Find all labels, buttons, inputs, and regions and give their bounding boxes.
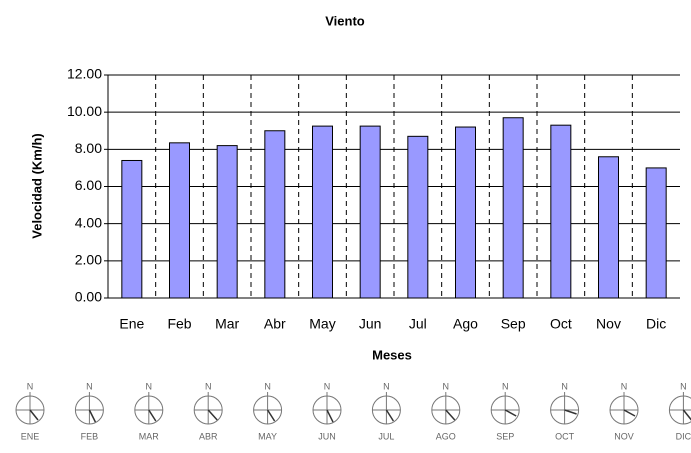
y-tick-label: 4.00 xyxy=(75,214,102,230)
compass-north: N xyxy=(324,381,331,391)
compass-month: JUL xyxy=(378,431,394,441)
bar xyxy=(645,167,667,299)
x-tick-label: Feb xyxy=(167,316,191,332)
compass-north: N xyxy=(621,381,628,391)
compass-month: ENE xyxy=(21,431,40,441)
compass-north: N xyxy=(146,381,153,391)
compass-hand xyxy=(623,409,636,417)
x-tick-label: Nov xyxy=(596,316,621,332)
y-tick-label: 6.00 xyxy=(75,177,102,193)
compass-month: DIC xyxy=(676,431,691,441)
compass-north: N xyxy=(680,381,687,391)
compass-month: AGO xyxy=(436,431,456,441)
compass-month: MAY xyxy=(258,431,277,441)
compass-hand xyxy=(682,409,691,421)
x-tick-label: Abr xyxy=(264,316,286,332)
compass-month: JUN xyxy=(318,431,336,441)
chart-title: Viento xyxy=(325,13,365,28)
x-tick-label: Jun xyxy=(359,316,382,332)
x-tick-label: Ago xyxy=(453,316,478,332)
x-tick-label: Jul xyxy=(409,316,427,332)
y-axis-label: Velocidad (Km/h) xyxy=(29,133,44,238)
compass-north: N xyxy=(264,381,271,391)
bar xyxy=(121,159,143,299)
compass-hand xyxy=(88,409,97,423)
compass-hand xyxy=(148,409,157,422)
compass-hand xyxy=(385,409,395,422)
compass-hand xyxy=(207,409,218,421)
x-tick-label: Dic xyxy=(646,316,666,332)
bar xyxy=(312,125,333,299)
bar xyxy=(550,124,572,299)
compass-month: OCT xyxy=(555,431,575,441)
compass-month: MAR xyxy=(139,431,160,441)
compass-hand xyxy=(564,409,577,415)
compass-hand xyxy=(29,409,39,421)
compass-north: N xyxy=(383,381,390,391)
y-tick-label: 2.00 xyxy=(75,252,102,268)
compass-month: NOV xyxy=(614,431,634,441)
bar xyxy=(598,156,619,299)
bar xyxy=(407,135,429,299)
compass-hand xyxy=(266,409,276,422)
compass-month: SEP xyxy=(496,431,514,441)
x-tick-label: Sep xyxy=(501,316,526,332)
bar xyxy=(359,125,381,299)
y-tick-label: 12.00 xyxy=(67,66,102,82)
compass-north: N xyxy=(205,381,212,391)
x-tick-label: Ene xyxy=(119,316,144,332)
x-tick-label: May xyxy=(309,316,335,332)
bar xyxy=(169,142,190,299)
compass-north: N xyxy=(561,381,568,391)
x-tick-label: Oct xyxy=(550,316,572,332)
y-tick-label: 0.00 xyxy=(75,289,102,305)
compass-month: ABR xyxy=(199,431,218,441)
x-axis-label: Meses xyxy=(372,347,412,362)
bar xyxy=(455,126,476,299)
compass-month: FEB xyxy=(81,431,99,441)
compass-hand xyxy=(326,409,334,423)
compass-north: N xyxy=(27,381,34,391)
bar xyxy=(216,145,238,299)
compass-hand xyxy=(504,409,517,417)
bar xyxy=(502,117,524,299)
compass-hand xyxy=(445,409,456,421)
compass-north: N xyxy=(443,381,450,391)
y-tick-label: 8.00 xyxy=(75,140,102,156)
compass-north: N xyxy=(502,381,509,391)
y-tick-label: 10.00 xyxy=(67,103,102,119)
x-tick-label: Mar xyxy=(215,316,239,332)
compass-north: N xyxy=(86,381,93,391)
bar xyxy=(264,130,286,299)
